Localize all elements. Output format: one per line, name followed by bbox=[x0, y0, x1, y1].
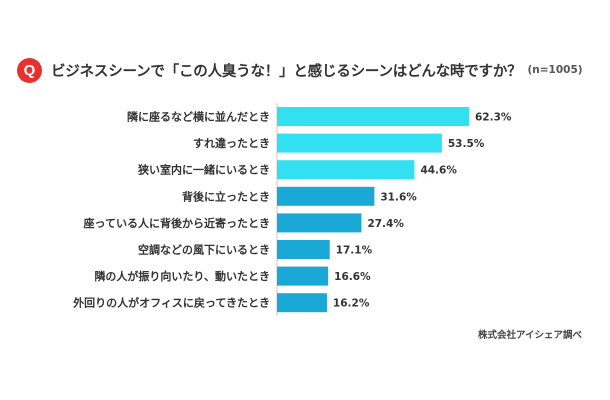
bar bbox=[277, 160, 415, 180]
value-label: 27.4% bbox=[367, 218, 404, 230]
category-label: 狭い室内に一緒にいるとき bbox=[137, 163, 270, 177]
category-label: すれ違ったとき bbox=[193, 136, 270, 150]
bar bbox=[277, 186, 375, 206]
bar bbox=[277, 293, 327, 313]
category-label: 隣の人が振り向いたり、動いたとき bbox=[94, 269, 270, 283]
bar bbox=[277, 240, 330, 259]
question-badge: Q bbox=[17, 57, 42, 83]
bar bbox=[277, 133, 442, 153]
bar bbox=[277, 266, 329, 286]
category-label: 空調などの風下にいるとき bbox=[138, 243, 270, 257]
chart-title: ビジネスシーンで「この人臭うな！」と感じるシーンはどんな時ですか？ bbox=[51, 63, 522, 80]
bar bbox=[277, 213, 362, 233]
category-label: 隣に座るなど横に並んだとき bbox=[127, 110, 270, 124]
value-label: 17.1% bbox=[336, 245, 373, 257]
value-label: 16.2% bbox=[333, 298, 370, 310]
question-header: Q ビジネスシーンで「この人臭うな！」と感じるシーンはどんな時ですか？ (n=1… bbox=[17, 57, 583, 83]
value-label: 62.3% bbox=[475, 112, 512, 124]
value-label: 31.6% bbox=[380, 191, 417, 203]
category-label: 外回りの人がオフィスに戻ってきたとき bbox=[72, 296, 270, 310]
category-label: 座っている人に背後から近寄ったとき bbox=[83, 216, 270, 230]
value-label: 44.6% bbox=[420, 165, 457, 177]
value-label: 16.6% bbox=[334, 271, 371, 283]
source-note: 株式会社アイシェア調べ bbox=[477, 330, 582, 341]
sample-size: (n=1005) bbox=[527, 64, 583, 76]
value-label: 53.5% bbox=[448, 138, 485, 150]
category-label: 背後に立ったとき bbox=[182, 189, 270, 203]
bar bbox=[277, 107, 469, 126]
